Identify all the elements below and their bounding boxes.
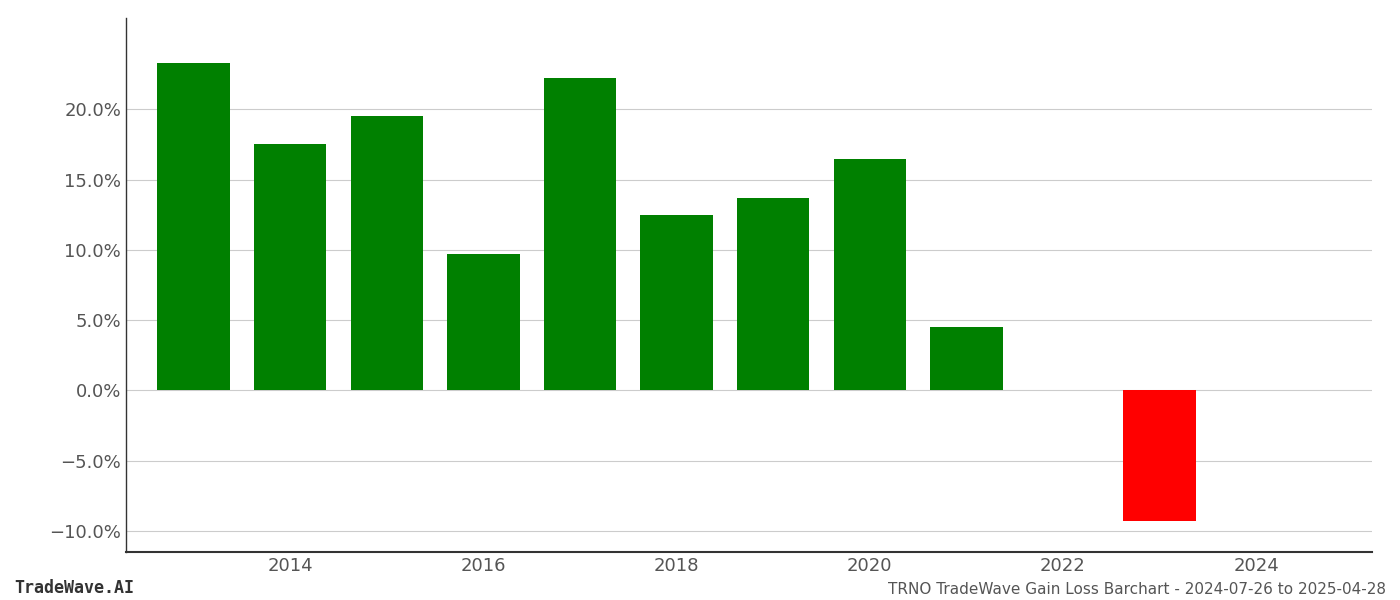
Bar [736,198,809,391]
Bar [447,254,519,391]
Bar [640,215,713,391]
Bar [350,116,423,391]
Bar [930,327,1002,391]
Text: TRNO TradeWave Gain Loss Barchart - 2024-07-26 to 2025-04-28: TRNO TradeWave Gain Loss Barchart - 2024… [888,582,1386,597]
Bar [157,63,230,391]
Bar [543,79,616,391]
Bar [833,158,906,391]
Bar [253,145,326,391]
Bar [1123,391,1196,521]
Text: TradeWave.AI: TradeWave.AI [14,579,134,597]
